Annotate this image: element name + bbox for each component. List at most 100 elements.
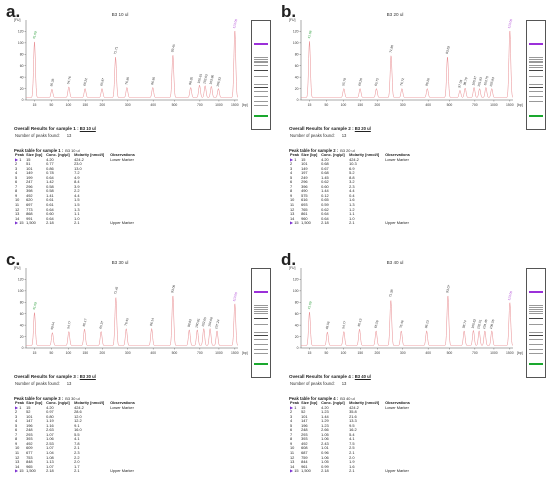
table-cell: 7.8 bbox=[74, 440, 80, 446]
peak-label: 50.35 bbox=[49, 78, 55, 87]
table-cell: 398 bbox=[26, 188, 33, 194]
peaks-found-label: Number of peaks found: bbox=[290, 133, 335, 138]
peak-table: Peak table for sample 2 : B3 20 ul Peak S… bbox=[289, 148, 519, 226]
peak-table-header: Molarity [nmol/l] bbox=[349, 152, 380, 157]
peaks-found-value: 13 bbox=[66, 381, 72, 386]
peak-label: 54.77 bbox=[341, 320, 347, 329]
table-cell: 3 bbox=[290, 413, 293, 419]
electropherogram-chart: [FU] 0 20 40 60 80 100 120 15 50 100 150 200 300 400 50… bbox=[14, 266, 248, 355]
peak-label: 41.08 bbox=[307, 30, 313, 39]
gel-band bbox=[529, 60, 543, 62]
table-cell: 4.20 bbox=[46, 404, 54, 410]
table-cell: 0.96 bbox=[321, 450, 329, 456]
x-tick-label: 200 bbox=[99, 351, 105, 355]
table-cell: ▶ 1 bbox=[290, 404, 297, 410]
y-tick-label: 0 bbox=[22, 346, 24, 350]
table-row: 13 844 1.05 1.9 bbox=[289, 460, 439, 465]
table-cell: 2.1 bbox=[349, 468, 355, 474]
table-cell: ▶ 15 bbox=[290, 220, 299, 226]
sample-name-link[interactable]: B3 20 ul bbox=[340, 148, 355, 153]
peak-label: 100.37 bbox=[471, 75, 477, 86]
y-tick-label: 20 bbox=[295, 335, 299, 339]
table-cell: 5.4 bbox=[349, 431, 355, 437]
x-tick-label: 300 bbox=[125, 351, 131, 355]
table-cell: 13 bbox=[290, 459, 295, 465]
table-row: ▶ 15 1,500 2.18 2.1 Upper Marker bbox=[14, 468, 164, 474]
sample-name-link[interactable]: B3 40 ul bbox=[354, 374, 371, 379]
peak-label: 41.09 bbox=[32, 301, 38, 310]
y-tick-label: 80 bbox=[295, 52, 299, 56]
table-row: 4 147 1.29 13.3 bbox=[289, 419, 439, 424]
gel-band bbox=[254, 86, 268, 88]
table-row: ▶ 1 15 4.20 424.2 Lower Marker bbox=[14, 157, 164, 163]
sample-name-link[interactable]: B3 30 ul bbox=[65, 396, 80, 401]
x-tick-label: 100 bbox=[341, 103, 347, 107]
table-cell: 991 bbox=[26, 215, 33, 221]
table-cell: 6 bbox=[15, 179, 18, 185]
table-cell: 1.23 bbox=[321, 422, 329, 428]
table-cell: 3 bbox=[290, 165, 293, 171]
sample-name-link[interactable]: B3 10 ul bbox=[79, 126, 96, 131]
x-tick-label: 1000 bbox=[490, 103, 498, 107]
table-cell: 1.45 bbox=[321, 174, 329, 180]
gel-band bbox=[529, 65, 543, 66]
table-cell: ▶ 1 bbox=[290, 156, 297, 162]
peak-label: 113.00 bbox=[507, 18, 513, 28]
table-cell: 52 bbox=[26, 409, 31, 415]
table-cell: 2.18 bbox=[321, 220, 329, 226]
table-cell: 3.2 bbox=[349, 179, 355, 185]
table-cell: 4.20 bbox=[321, 404, 329, 410]
gel-upper-marker-band bbox=[529, 291, 543, 293]
gel-band bbox=[529, 308, 543, 310]
gel-band bbox=[529, 307, 543, 309]
x-tick-label: 50 bbox=[50, 103, 54, 107]
y-tick-label: 20 bbox=[20, 87, 24, 91]
table-cell: 960 bbox=[301, 215, 308, 221]
electropherogram-trace bbox=[26, 30, 238, 98]
table-row: 3 101 0.80 12.0 bbox=[14, 414, 164, 420]
table-row: 10 620 0.61 1.5 bbox=[14, 198, 164, 203]
sample-name-link[interactable]: B3 30 ul bbox=[79, 374, 96, 379]
table-cell: 15 bbox=[301, 156, 306, 162]
chart-title: B3 20 ul bbox=[386, 12, 404, 17]
table-cell: 616 bbox=[301, 197, 308, 203]
table-cell: 965 bbox=[26, 463, 33, 469]
table-cell: 1.16 bbox=[46, 422, 54, 428]
table-cell: 0.64 bbox=[46, 206, 54, 212]
table-cell: 101 bbox=[301, 413, 308, 419]
peak-label: 86.26 bbox=[425, 77, 431, 86]
table-cell: 2 bbox=[290, 161, 293, 167]
chart-title: B3 10 ul bbox=[111, 12, 129, 17]
peak-table-title: Peak table for sample 1 : bbox=[14, 148, 64, 153]
table-row: 4 147 1.19 12.2 bbox=[14, 419, 164, 424]
table-cell: 1.13 bbox=[46, 459, 54, 465]
table-cell: Lower Marker bbox=[110, 404, 134, 410]
peak-label: 98.79 bbox=[463, 77, 469, 86]
table-cell: ▶ 15 bbox=[15, 468, 24, 474]
gel-band bbox=[254, 310, 268, 312]
table-row: ▶ 15 1,500 2.18 2.1 Upper Marker bbox=[289, 468, 439, 474]
peak-label: 106.56 bbox=[489, 319, 495, 330]
chart-title: B3 30 ul bbox=[111, 260, 129, 265]
table-cell: 248 bbox=[301, 427, 308, 433]
table-cell: 844 bbox=[301, 459, 308, 465]
peak-label: 102.03 bbox=[202, 74, 208, 85]
table-cell: 0.65 bbox=[321, 197, 329, 203]
sample-name-link[interactable]: B3 10 ul bbox=[65, 148, 80, 153]
table-cell: 490 bbox=[301, 188, 308, 194]
y-tick-label: 40 bbox=[20, 323, 24, 327]
results-title: Overall Results for sample 1 : bbox=[14, 126, 79, 131]
table-cell: 1.5 bbox=[74, 202, 80, 208]
table-cell: 11 bbox=[290, 202, 295, 208]
table-cell: 9 bbox=[15, 440, 18, 446]
table-cell: 0.99 bbox=[321, 463, 329, 469]
gel-band bbox=[254, 105, 268, 107]
x-tick-label: 100 bbox=[66, 103, 72, 107]
table-cell: 0.59 bbox=[321, 202, 329, 208]
table-cell: 8 bbox=[290, 188, 293, 194]
table-cell: 2.0 bbox=[74, 459, 80, 465]
table-cell: 0.61 bbox=[46, 202, 54, 208]
sample-name-link[interactable]: B3 40 ul bbox=[340, 396, 355, 401]
table-cell: 0.4 bbox=[349, 192, 355, 198]
sample-name-link[interactable]: B3 20 ul bbox=[354, 126, 371, 131]
